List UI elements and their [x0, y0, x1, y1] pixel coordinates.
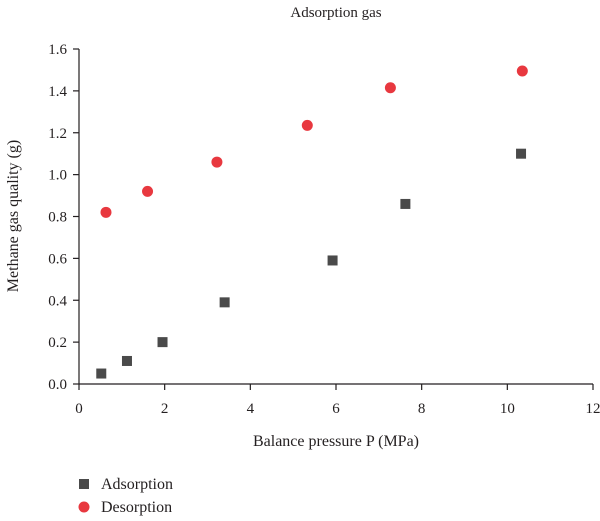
x-tick-label: 2 [161, 401, 169, 417]
legend: Adsorption Desorption [78, 476, 173, 516]
y-tick-label: 0.4 [48, 293, 67, 309]
legend-adsorption-marker [79, 479, 89, 489]
y-tick-label: 0.2 [48, 335, 67, 351]
y-axis-title: Methane gas quality (g) [5, 140, 22, 292]
x-tick-label: 8 [418, 401, 426, 417]
desorption-point [384, 82, 396, 94]
x-tick-label: 0 [75, 401, 83, 417]
x-tick-label: 6 [332, 401, 340, 417]
y-tick-label: 1.6 [48, 42, 67, 58]
y-tick-label: 0.6 [48, 251, 67, 267]
x-tick-label: 12 [586, 401, 600, 417]
desorption-point [211, 156, 223, 168]
desorption-point [100, 206, 112, 218]
desorption-point [516, 65, 528, 77]
adsorption-point [121, 355, 132, 366]
adsorption-point [157, 337, 168, 348]
x-tick-label: 10 [500, 401, 515, 417]
plot-area [96, 65, 528, 379]
adsorption-point [219, 297, 230, 308]
x-axis-ticks: 0 2 4 6 8 10 12 [75, 384, 600, 417]
desorption-point [301, 119, 313, 131]
adsorption-point [96, 368, 107, 379]
adsorption-point [516, 148, 527, 159]
adsorption-point [400, 198, 411, 209]
x-axis-title: Balance pressure P (MPa) [253, 433, 419, 450]
legend-desorption-marker [78, 501, 90, 513]
y-tick-label: 1.2 [48, 126, 67, 142]
legend-adsorption-label: Adsorption [101, 476, 173, 493]
y-tick-label: 0.0 [48, 377, 67, 393]
chart-title: Adsorption gas [290, 5, 381, 21]
y-tick-label: 0.8 [48, 210, 67, 226]
x-tick-label: 4 [247, 401, 255, 417]
desorption-point [142, 185, 154, 197]
y-tick-label: 1.4 [48, 84, 67, 100]
legend-desorption-label: Desorption [101, 499, 172, 516]
adsorption-point [327, 255, 338, 266]
y-axis-ticks: 0.0 0.2 0.4 0.6 0.8 1.0 1.2 1.4 1.6 [48, 42, 79, 393]
y-tick-label: 1.0 [48, 168, 67, 184]
